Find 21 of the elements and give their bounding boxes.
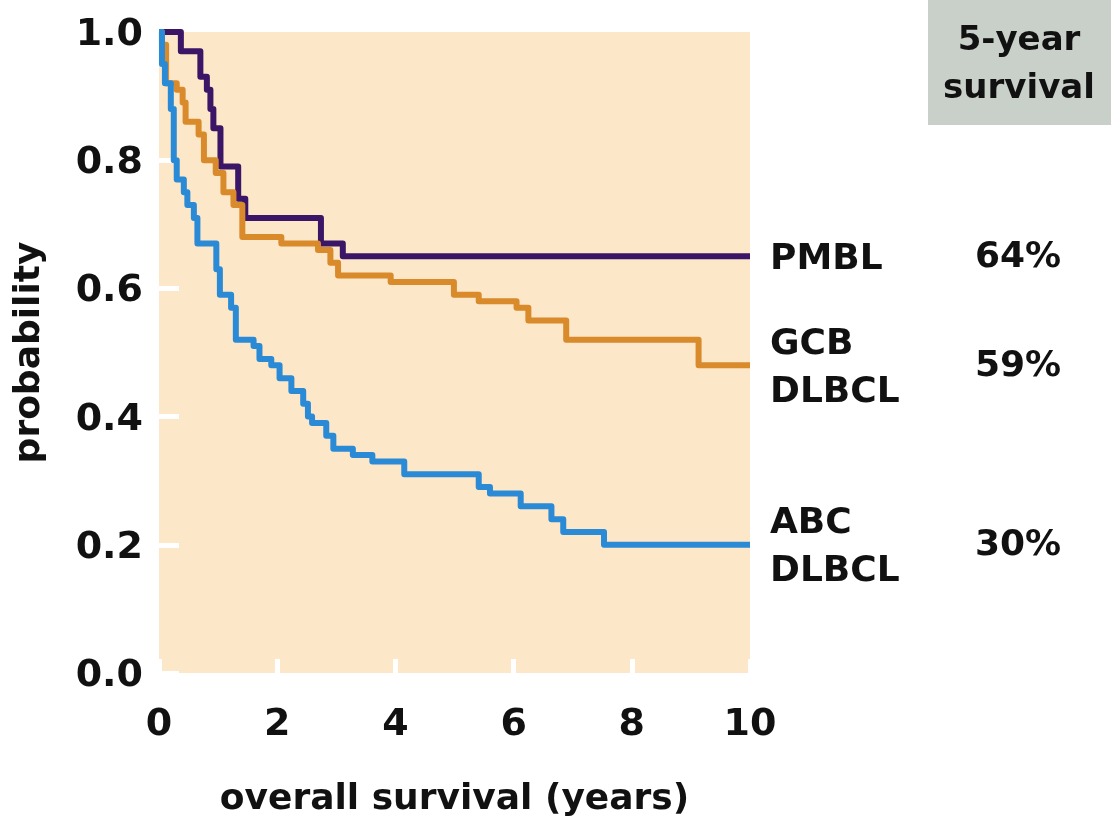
x-tick-label: 10	[723, 700, 777, 744]
x-tick-label: 0	[145, 700, 173, 744]
x-tick-label: 8	[618, 700, 646, 744]
x-tick-label: 4	[382, 700, 409, 744]
x-axis-title: overall survival (years)	[219, 775, 690, 817]
text: 5-year survival	[943, 18, 1095, 106]
y-tick-label: 0.0	[75, 651, 143, 695]
y-tick-label: 0.6	[75, 266, 143, 311]
y-tick-label: 0.2	[75, 522, 143, 567]
y-tick-label: 0.4	[75, 394, 143, 439]
x-tick-label: 2	[263, 700, 291, 744]
y-tick-label: 1.0	[75, 10, 143, 54]
text: 64%	[975, 233, 1062, 275]
x-tick-label: 6	[500, 700, 527, 744]
y-axis-title: probability	[5, 241, 47, 464]
series-label: PMBL	[770, 235, 883, 277]
series-label: GCB DLBCL	[770, 320, 900, 410]
text: 30%	[975, 522, 1062, 564]
series-label: ABC DLBCL	[770, 500, 900, 590]
y-tick-label: 0.8	[75, 138, 143, 183]
text: 59%	[975, 342, 1062, 384]
